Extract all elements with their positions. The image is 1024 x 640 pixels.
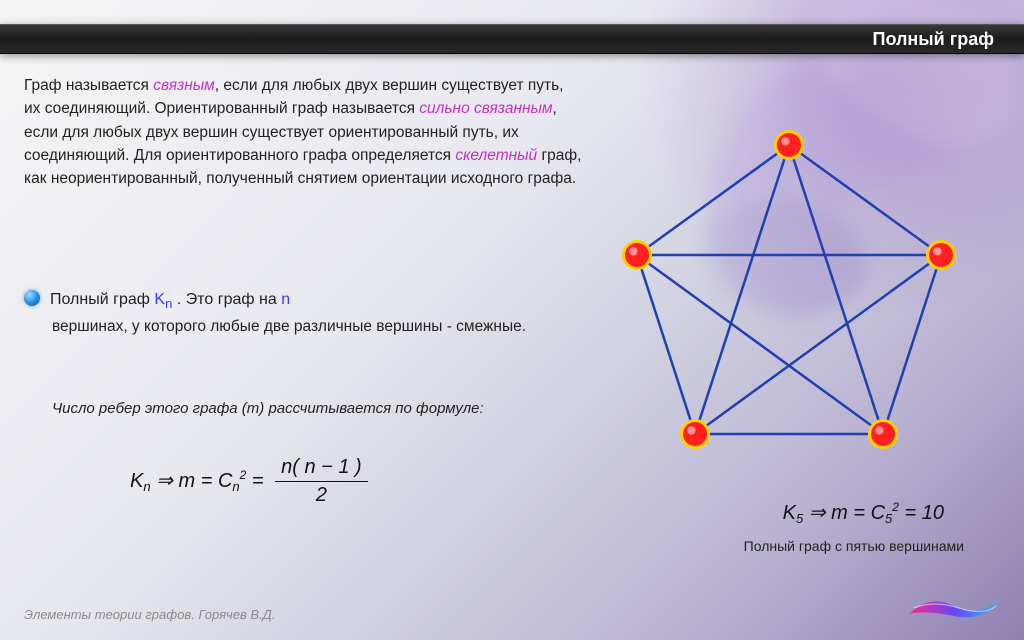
graph-node-highlight [781,137,789,145]
formula-k5: K5 ⇒ m = C52 = 10 [783,500,944,526]
graph-edge [637,255,883,434]
sym-C-sup: 2 [240,468,247,482]
text: вершинах, у которого любые две различные… [52,318,526,335]
footer-credit: Элементы теории графов. Горячев В.Д. [24,607,275,622]
graph-node [683,422,707,446]
graph-node-highlight [629,247,637,255]
result: 10 [922,502,944,524]
eq: = [848,502,871,524]
arrow: ⇒ [809,502,831,524]
sym-C: C [871,502,885,524]
eq: = [195,470,218,492]
k5-caption: Полный граф с пятью вершинами [744,538,964,554]
edges-formula-intro: Число ребер этого графа (m) рассчитывает… [52,400,562,417]
fraction: n( n − 1 ) 2 [275,456,368,507]
highlight-skeleton: скелетный [455,147,537,164]
graph-node [777,133,801,157]
highlight-strongly-connected: сильно связанным [419,100,552,117]
graph-edge [637,145,789,255]
graph-node [625,243,649,267]
graph-edge [789,145,941,255]
graph-node [871,422,895,446]
text: Полный граф [50,291,154,308]
denominator: 2 [275,482,368,507]
formula-edges-count: Kn ⇒ m = Cn2 = n( n − 1 ) 2 [130,456,368,507]
sym-K: K [130,470,143,492]
graph-edge [789,145,883,434]
text: Граф называется [24,77,153,94]
sym-C: C [218,470,232,492]
graph-edge [695,255,941,434]
sym-m: m [831,502,848,524]
text: . Это граф на [172,291,281,308]
sym-C-sup: 2 [892,500,899,514]
graph-node-highlight [687,426,695,434]
k-symbol: K [154,291,165,308]
n-symbol: n [281,291,290,308]
sym-K-sub: n [143,479,150,494]
graph-node-highlight [875,426,883,434]
complete-graph-k5 [604,120,974,480]
paragraph-definition-connected: Граф называется связным, если для любых … [24,74,584,190]
slide-title: Полный граф [873,29,994,50]
eq: = [905,502,922,524]
graph-node [929,243,953,267]
highlight-connected: связным [153,77,215,94]
sym-m: m [178,470,195,492]
graph-edge [695,145,789,434]
eq: = [252,470,269,492]
graph-node-highlight [933,247,941,255]
sym-K-sub: 5 [796,511,803,526]
definition-complete-graph: Полный граф Kn . Это граф на n вершинах,… [24,290,564,338]
logo-icon [904,586,1004,626]
graph-edge [637,255,695,434]
title-bar: Полный граф [0,24,1024,54]
arrow: ⇒ [156,470,178,492]
sym-K: K [783,502,796,524]
sym-C-sub: n [232,479,239,494]
numerator: n( n − 1 ) [275,456,368,482]
bullet-icon [24,290,40,306]
graph-edge [883,255,941,434]
